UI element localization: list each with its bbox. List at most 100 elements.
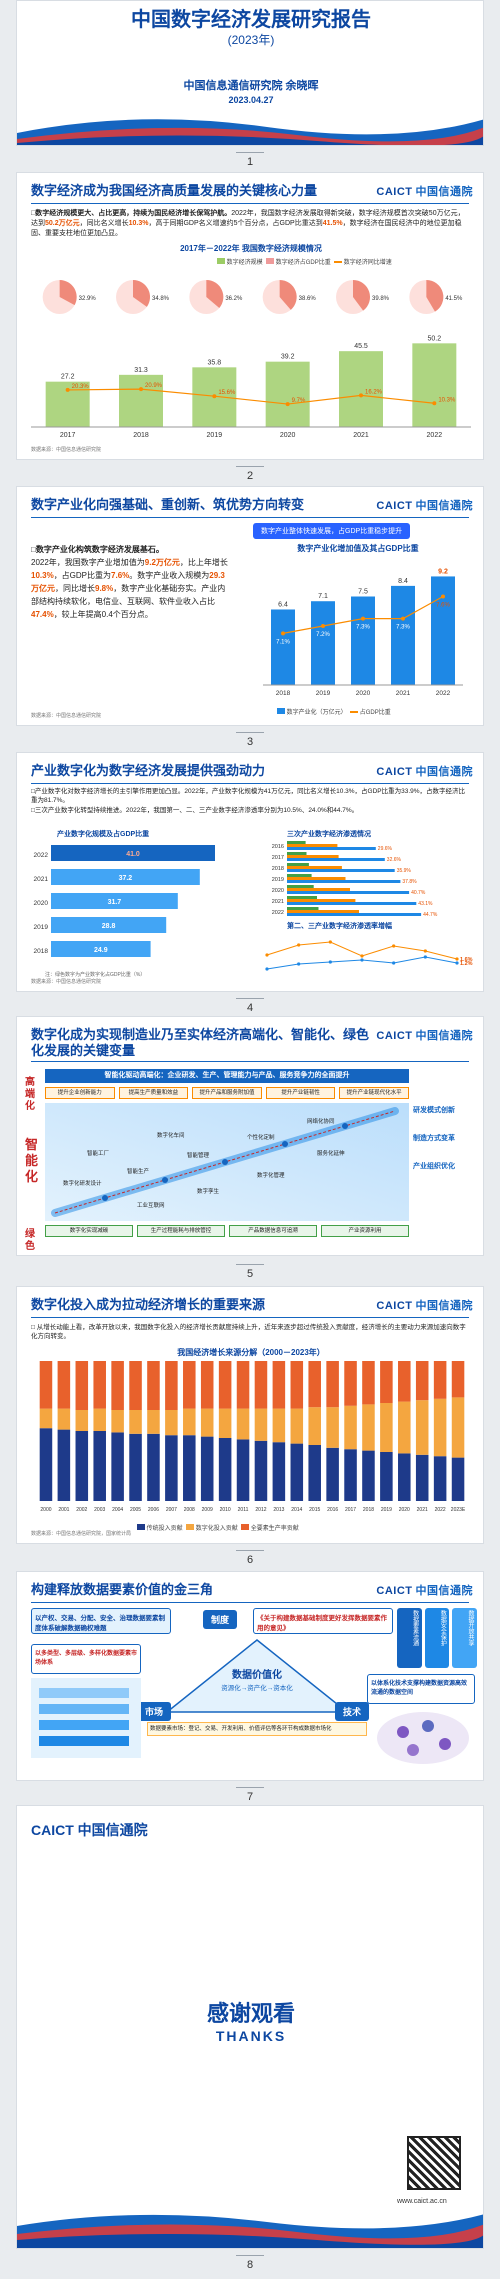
bar: [51, 941, 151, 957]
thanks-en: THANKS: [215, 2028, 287, 2044]
data-label: 9.2: [438, 568, 448, 575]
bar-segment: [362, 1404, 375, 1451]
pie-slice: [279, 280, 297, 310]
bar-segment: [290, 1408, 304, 1444]
data-label: 41.0: [126, 851, 140, 858]
page-number-4: 4: [246, 1002, 254, 1014]
divider: [236, 732, 264, 733]
node-label: 网络化协同: [307, 1119, 335, 1125]
tick-label: 2012: [255, 1507, 266, 1513]
bottom-row-item: 数字化实现减碳: [45, 1225, 133, 1237]
divider: [236, 466, 264, 467]
tick-label: 2018: [34, 948, 49, 955]
growth-label: 15.6%: [218, 390, 236, 396]
pie-slice: [353, 280, 370, 311]
node-label: 服务化延伸: [317, 1151, 345, 1157]
bar: [287, 907, 319, 910]
data-label: 7.1: [318, 593, 328, 600]
tick-label: 2020: [280, 432, 296, 439]
caict-logo: CAICT 中国信通院: [376, 1585, 473, 1597]
cover-wave-decoration: [17, 119, 483, 145]
tick-label: 2017: [60, 432, 76, 439]
bar-segment: [75, 1361, 89, 1410]
slide-manufacturing: 数字化成为实现制造业乃至实体经济高端化、智能化、绿色化发展的关键变量 CAICT…: [16, 1016, 484, 1256]
pie-slice: [133, 280, 150, 307]
tick-label: 2018: [276, 690, 291, 697]
node-label: 工业互联网: [137, 1203, 165, 1209]
tick-label: 2002: [76, 1507, 87, 1513]
bar-segment: [236, 1439, 250, 1501]
bar-segment: [200, 1361, 214, 1409]
right-box: 数据开放共享: [452, 1608, 478, 1668]
bar-segment: [398, 1453, 411, 1501]
tick-label: 2017: [272, 855, 284, 861]
bar-segment: [165, 1361, 178, 1410]
bar-segment: [129, 1410, 142, 1434]
tick-label: 2010: [220, 1507, 231, 1513]
divider: [236, 2255, 264, 2256]
share-label: 7.2%: [316, 632, 330, 638]
slide-body: □ 从增长动能上看，改革开放以来，我国数字化投入的经济增长贡献度持续上升，近年来…: [31, 1324, 466, 1340]
bullet-2: □三次产业数字化转型持续推进。2022年，我国第一、二、三产业数字经济渗透率分别…: [31, 807, 359, 814]
source-note: 数据来源：中国信息通信研究院，国家统计局: [31, 1531, 132, 1537]
caict-logo: CAICT 中国信通院: [376, 1300, 473, 1312]
bar-segment: [57, 1361, 71, 1409]
highlight-pill: 数字产业整体快速发展，占GDP比重稳步提升: [253, 523, 411, 539]
bar: [287, 910, 359, 913]
data-label: 31.3: [134, 367, 148, 374]
divider: [236, 1264, 264, 1265]
bar-segment: [183, 1408, 196, 1436]
bar: [271, 609, 295, 685]
divider: [236, 1787, 264, 1788]
right-label: 研发模式创新: [413, 1107, 455, 1114]
market-card: 以多类型、多层级、多样化数据要素市场体系: [31, 1644, 141, 1674]
bar-segment: [433, 1361, 447, 1399]
website-url[interactable]: www.caict.ac.cn: [397, 2198, 447, 2205]
tick-label: 2006: [148, 1507, 159, 1513]
side-label-intelligent: 智能化: [25, 1137, 39, 1184]
node-label: 个性化定制: [247, 1135, 275, 1141]
chart-title: 2017年－2022年 我国数字经济规模情况: [180, 244, 322, 253]
tag-technology: 技术: [335, 1702, 370, 1721]
bar: [287, 863, 309, 866]
right-boxes: 数据要素流通 数据安全保护 数据开放共享: [397, 1608, 478, 1668]
bar: [287, 844, 338, 847]
bar-segment: [308, 1361, 321, 1408]
bar: [51, 917, 167, 933]
tick-label: 2023E: [451, 1507, 466, 1513]
footer-wave-decoration: [17, 2214, 483, 2248]
bar: [287, 866, 342, 869]
bar-segment: [344, 1405, 357, 1450]
slide-title: 数字产业化向强基础、重创新、筑优势方向转变: [31, 497, 305, 512]
page-number-6: 6: [246, 1554, 254, 1566]
page-number-8: 8: [246, 2259, 254, 2271]
bar: [265, 361, 310, 427]
slide-growth-sources: 数字化投入成为拉动经济增长的重要来源 CAICT 中国信通院 □ 从增长动能上看，…: [16, 1286, 484, 1544]
tick-label: 2021: [417, 1507, 428, 1513]
bar: [287, 899, 356, 902]
bar-segment: [398, 1361, 411, 1402]
left-chart-title: 产业数字化规模及占GDP比重: [57, 831, 150, 838]
bar-segment: [254, 1408, 268, 1441]
bar: [351, 596, 375, 685]
bar-segment: [165, 1435, 178, 1501]
tick-label: 2020: [272, 888, 284, 894]
bar: [287, 847, 376, 850]
report-title: 中国数字经济发展研究报告: [131, 9, 371, 31]
caict-logo: CAICT 中国信通院: [376, 766, 473, 778]
tick-label: 2020: [399, 1507, 410, 1513]
bar-segment: [183, 1361, 196, 1409]
bar-segment: [57, 1429, 71, 1501]
tick-label: 2018: [133, 432, 149, 439]
slide-industrial-digitalization: 产业数字化为数字经济发展提供强劲动力 CAICT 中国信通院 □产业数字化对数字经…: [16, 752, 484, 992]
node-label: 智能工厂: [87, 1151, 110, 1157]
top-row-item: 提升产品和服务附加值: [192, 1087, 262, 1099]
tick-label: 2016: [272, 844, 284, 850]
pie-label: 41.5%: [445, 296, 463, 302]
data-label: 28.8: [102, 923, 116, 930]
tick-label: 2009: [202, 1507, 213, 1513]
bar-segment: [451, 1457, 465, 1501]
growth-label: 20.3%: [72, 384, 90, 390]
chart-legend: 传统投入贡献 数字化投入贡献 全要素生产率贡献: [137, 1523, 299, 1532]
top-row-item: 提升产业链韧性: [265, 1087, 336, 1099]
